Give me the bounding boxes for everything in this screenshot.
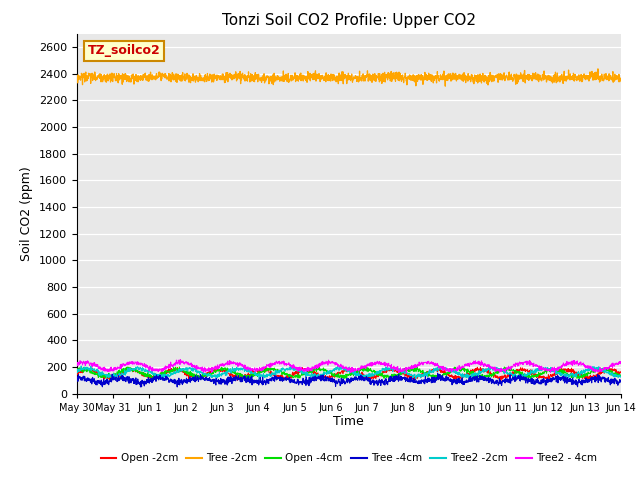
X-axis label: Time: Time [333, 415, 364, 429]
Text: TZ_soilco2: TZ_soilco2 [88, 44, 161, 58]
Title: Tonzi Soil CO2 Profile: Upper CO2: Tonzi Soil CO2 Profile: Upper CO2 [222, 13, 476, 28]
Y-axis label: Soil CO2 (ppm): Soil CO2 (ppm) [20, 166, 33, 261]
Legend: Open -2cm, Tree -2cm, Open -4cm, Tree -4cm, Tree2 -2cm, Tree2 - 4cm: Open -2cm, Tree -2cm, Open -4cm, Tree -4… [97, 449, 601, 468]
